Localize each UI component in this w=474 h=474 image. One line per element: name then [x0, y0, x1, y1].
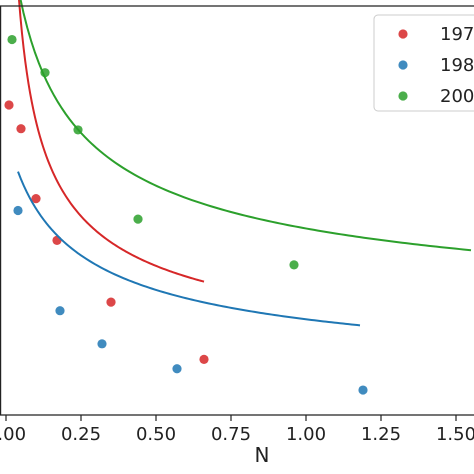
data-point-198	[97, 339, 107, 349]
x-tick-label: 0.75	[211, 424, 251, 445]
data-point-198	[358, 385, 368, 395]
x-tick-label: 1.25	[361, 424, 401, 445]
data-point-200	[289, 260, 299, 270]
legend-label-200: 200	[440, 86, 474, 107]
data-point-197	[199, 354, 209, 364]
data-point-200	[133, 214, 143, 224]
x-axis-title: N	[255, 443, 270, 467]
x-tick-label: 0.50	[136, 424, 176, 445]
plot-area	[4, 0, 472, 395]
legend-marker-200	[398, 91, 408, 101]
data-point-198	[172, 364, 182, 374]
data-point-200	[40, 68, 50, 78]
data-point-197	[106, 297, 116, 307]
data-point-198	[13, 205, 23, 216]
x-tick-label: 1.50	[436, 424, 474, 445]
x-tick-label: 0.00	[0, 424, 26, 445]
legend-box	[373, 14, 474, 112]
fit-line-200	[19, 0, 472, 252]
legend: 197 198 200	[373, 14, 474, 112]
data-point-200	[73, 125, 83, 135]
legend-label-197: 197	[440, 24, 474, 45]
data-point-197	[16, 124, 26, 134]
legend-marker-198	[398, 60, 408, 70]
fit-line-197	[18, 0, 205, 283]
legend-label-198: 198	[440, 55, 474, 76]
x-tick-label: 0.25	[61, 424, 101, 445]
data-point-197	[4, 100, 14, 110]
axes: 0.00 0.25 0.50 0.75 1.00 1.25 1.50	[0, 5, 474, 445]
data-point-200	[7, 34, 17, 45]
legend-marker-197	[398, 29, 408, 39]
data-point-197	[31, 194, 41, 204]
data-point-198	[55, 306, 65, 316]
x-tick-label: 1.00	[286, 424, 326, 445]
fit-line-198	[17, 171, 361, 327]
